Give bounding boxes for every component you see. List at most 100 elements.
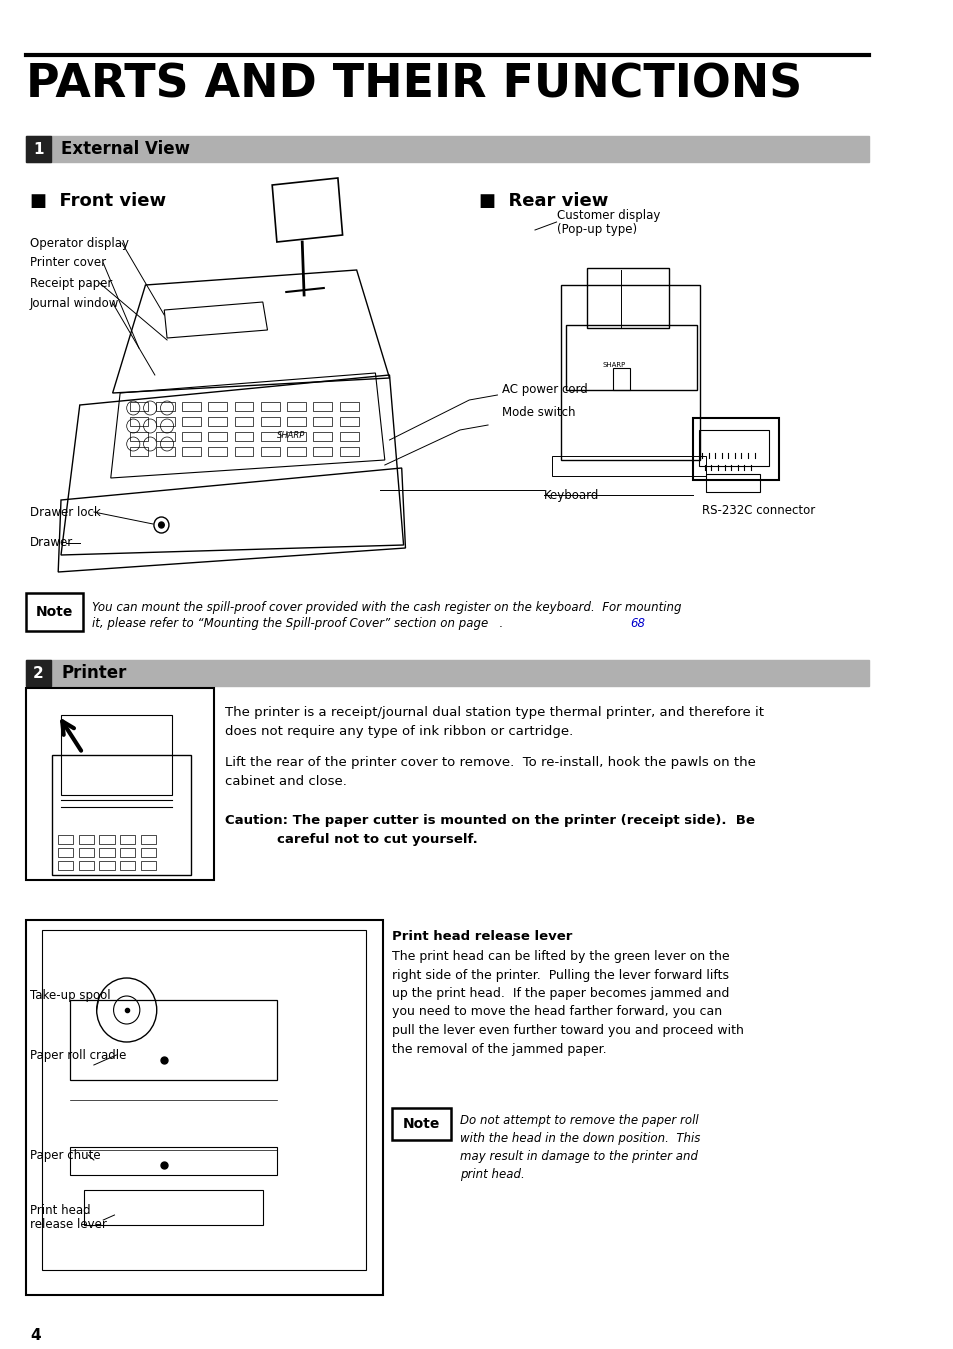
Bar: [27, 136, 868, 162]
Text: RS-232C connector: RS-232C connector: [701, 503, 815, 517]
Bar: [314, 417, 332, 426]
Text: Keyboard: Keyboard: [544, 488, 599, 502]
Bar: [141, 861, 155, 870]
Text: ■  Front view: ■ Front view: [30, 192, 166, 210]
Bar: [314, 432, 332, 441]
Text: AC power cord: AC power cord: [501, 383, 587, 397]
Bar: [99, 849, 114, 857]
Bar: [182, 417, 201, 426]
Bar: [182, 447, 201, 456]
Bar: [27, 688, 213, 880]
Bar: [551, 456, 705, 476]
Bar: [79, 849, 93, 857]
Bar: [27, 660, 51, 687]
Bar: [287, 432, 306, 441]
Bar: [182, 402, 201, 411]
Text: Printer cover: Printer cover: [30, 256, 106, 270]
Bar: [99, 835, 114, 844]
Bar: [339, 432, 358, 441]
Bar: [586, 268, 668, 328]
Bar: [339, 402, 358, 411]
Text: The printer is a receipt/journal dual station type thermal printer, and therefor: The printer is a receipt/journal dual st…: [225, 706, 763, 738]
Bar: [287, 402, 306, 411]
Bar: [58, 861, 73, 870]
Text: Paper roll cradle: Paper roll cradle: [30, 1048, 127, 1062]
Bar: [182, 432, 201, 441]
Circle shape: [158, 522, 164, 527]
Bar: [208, 417, 227, 426]
Bar: [612, 368, 629, 390]
Bar: [71, 1147, 276, 1175]
Text: External View: External View: [61, 140, 190, 158]
Bar: [208, 447, 227, 456]
Bar: [155, 417, 174, 426]
Bar: [560, 285, 700, 460]
Bar: [85, 1190, 262, 1225]
Bar: [58, 835, 73, 844]
Text: Note: Note: [402, 1117, 439, 1130]
Bar: [234, 417, 253, 426]
Text: Caution: The paper cutter is mounted on the printer (receipt side).  Be: Caution: The paper cutter is mounted on …: [225, 813, 755, 827]
Bar: [51, 755, 191, 876]
Text: 4: 4: [30, 1327, 41, 1342]
Text: Mode switch: Mode switch: [501, 406, 575, 420]
Text: 68: 68: [629, 616, 644, 630]
Bar: [141, 849, 155, 857]
Text: Customer display: Customer display: [556, 209, 659, 221]
Text: Take-up spool: Take-up spool: [30, 989, 111, 1001]
Bar: [130, 447, 148, 456]
Text: ■  Rear view: ■ Rear view: [478, 192, 607, 210]
Bar: [287, 417, 306, 426]
Text: Printer: Printer: [61, 664, 126, 683]
Text: Receipt paper: Receipt paper: [30, 277, 112, 290]
Bar: [79, 861, 93, 870]
Bar: [261, 402, 279, 411]
Bar: [155, 402, 174, 411]
Text: (Pop-up type): (Pop-up type): [556, 224, 636, 236]
Bar: [314, 447, 332, 456]
Bar: [339, 417, 358, 426]
Bar: [234, 402, 253, 411]
Bar: [705, 473, 760, 492]
Bar: [234, 447, 253, 456]
Text: it, please refer to “Mounting the Spill-proof Cover” section on page   .: it, please refer to “Mounting the Spill-…: [91, 616, 502, 630]
Bar: [234, 432, 253, 441]
Text: SHARP: SHARP: [276, 430, 305, 440]
Bar: [42, 929, 366, 1269]
Bar: [120, 835, 135, 844]
Bar: [27, 920, 382, 1295]
Bar: [287, 447, 306, 456]
Bar: [261, 417, 279, 426]
Bar: [27, 594, 83, 631]
Bar: [155, 447, 174, 456]
Bar: [261, 447, 279, 456]
Bar: [130, 432, 148, 441]
Text: Print head release lever: Print head release lever: [392, 929, 572, 943]
Bar: [565, 325, 697, 390]
Bar: [61, 715, 172, 795]
Text: SHARP: SHARP: [602, 362, 625, 368]
Text: PARTS AND THEIR FUNCTIONS: PARTS AND THEIR FUNCTIONS: [27, 62, 801, 107]
Text: Drawer: Drawer: [30, 537, 73, 549]
Bar: [208, 432, 227, 441]
Text: Lift the rear of the printer cover to remove.  To re-install, hook the pawls on : Lift the rear of the printer cover to re…: [225, 755, 756, 788]
Bar: [79, 835, 93, 844]
Bar: [130, 402, 148, 411]
Bar: [120, 849, 135, 857]
Bar: [71, 1000, 276, 1081]
Bar: [130, 417, 148, 426]
Bar: [261, 432, 279, 441]
Text: Paper chute: Paper chute: [30, 1148, 101, 1161]
Bar: [692, 418, 779, 480]
Text: careful not to cut yourself.: careful not to cut yourself.: [276, 832, 477, 846]
Text: release lever: release lever: [30, 1218, 107, 1232]
Text: Note: Note: [35, 604, 73, 619]
Text: Do not attempt to remove the paper roll
with the head in the down position.  Thi: Do not attempt to remove the paper roll …: [459, 1114, 700, 1180]
Bar: [392, 1108, 450, 1140]
Bar: [314, 402, 332, 411]
Bar: [208, 402, 227, 411]
Bar: [120, 861, 135, 870]
Bar: [339, 447, 358, 456]
Text: The print head can be lifted by the green lever on the
right side of the printer: The print head can be lifted by the gree…: [392, 950, 743, 1055]
Bar: [27, 660, 868, 687]
